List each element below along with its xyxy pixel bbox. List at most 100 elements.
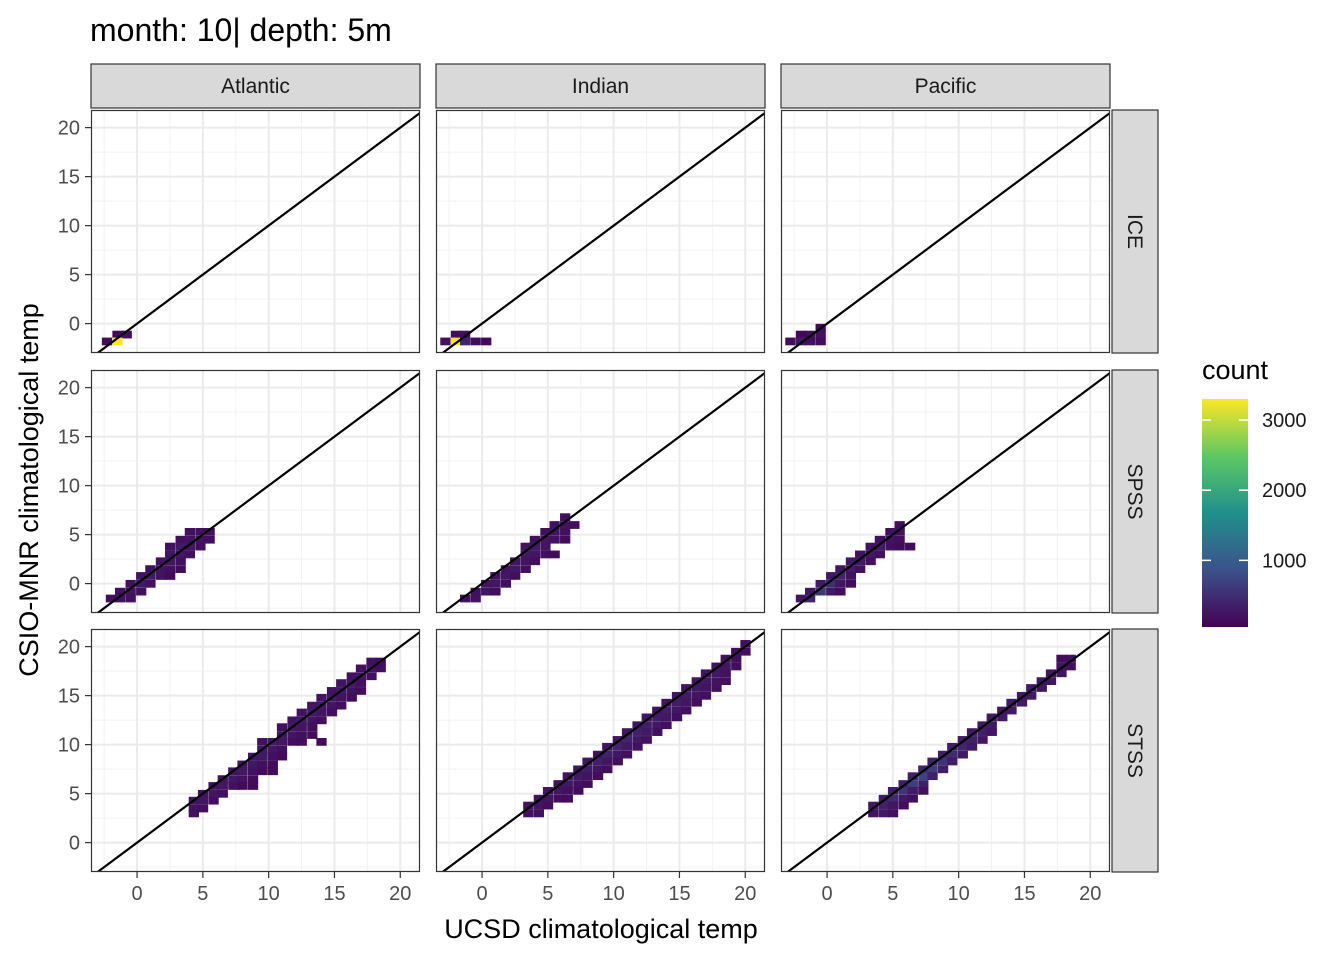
heatmap-tile xyxy=(247,760,259,769)
heatmap-tile xyxy=(267,745,278,754)
heatmap-tile xyxy=(336,679,347,687)
heatmap-tile xyxy=(887,809,899,818)
heatmap-tile xyxy=(977,728,988,736)
heatmap-tile xyxy=(700,691,712,700)
heatmap-tile xyxy=(700,684,712,692)
y-tick-label: 0 xyxy=(69,833,80,855)
y-tick-label: 10 xyxy=(58,735,80,757)
heatmap-tile xyxy=(1016,691,1028,700)
heatmap-tile xyxy=(105,594,117,603)
heatmap-tile xyxy=(898,801,909,810)
heatmap-tile xyxy=(720,654,731,663)
panel-border xyxy=(780,369,1111,614)
heatmap-tile xyxy=(267,760,278,769)
heatmap-tile xyxy=(641,736,652,744)
heatmap-tile xyxy=(247,782,259,790)
heatmap-tile xyxy=(184,550,196,559)
heatmap-tile xyxy=(632,742,643,751)
heatmap-tile xyxy=(887,786,899,795)
heatmap-tile xyxy=(125,587,136,596)
panel-pacific-ice xyxy=(780,109,1111,354)
heatmap-tile xyxy=(592,772,604,781)
y-tick-label: 10 xyxy=(58,476,80,498)
x-tick-label: 20 xyxy=(734,883,756,905)
heatmap-tile xyxy=(927,757,938,766)
heatmap-tile xyxy=(355,687,367,695)
heatmap-tile xyxy=(307,731,318,739)
heatmap-tile xyxy=(470,594,481,603)
heatmap-tile xyxy=(740,640,751,648)
y-tick-label: 20 xyxy=(58,118,80,140)
heatmap-tile xyxy=(711,662,722,671)
heatmap-tile xyxy=(592,765,604,774)
y-tick-label: 20 xyxy=(58,378,80,400)
heatmap-tile xyxy=(228,782,239,790)
heatmap-tile xyxy=(287,716,298,725)
y-tick-label: 20 xyxy=(58,637,80,659)
heatmap-tile xyxy=(826,579,837,588)
heatmap-tile xyxy=(490,579,501,588)
y-tick-label: 15 xyxy=(58,686,80,708)
y-tick-label: 5 xyxy=(69,525,80,547)
y-tick-label: 10 xyxy=(58,216,80,238)
legend-colorbar xyxy=(1202,399,1248,627)
facet-strip-pacific xyxy=(780,63,1111,109)
x-tick-label: 5 xyxy=(887,883,898,905)
heatmap-tile xyxy=(602,750,613,759)
heatmap-tile xyxy=(1045,677,1057,686)
heatmap-tile xyxy=(307,701,318,710)
heatmap-tile xyxy=(815,330,826,339)
heatmap-tile xyxy=(510,565,521,573)
identity-line xyxy=(95,371,420,613)
heatmap-tile xyxy=(188,809,199,818)
heatmap-tile xyxy=(612,750,623,759)
heatmap-tile xyxy=(542,801,554,810)
heatmap-tile xyxy=(217,782,228,790)
heatmap-tile xyxy=(907,794,918,803)
heatmap-tile xyxy=(529,557,541,566)
heatmap-tile xyxy=(136,572,147,580)
heatmap-tile xyxy=(937,757,949,766)
panel-border xyxy=(90,369,421,614)
heatmap-tile xyxy=(533,809,544,818)
heatmap-tile xyxy=(326,708,338,717)
heatmap-tile xyxy=(237,767,248,776)
heatmap-tile xyxy=(316,716,327,725)
heatmap-tile xyxy=(553,794,564,803)
x-tick-label: 15 xyxy=(1013,883,1035,905)
heatmap-tile xyxy=(165,557,176,566)
heatmap-tile xyxy=(652,721,663,730)
heatmap-tile xyxy=(520,542,531,551)
heatmap-tile xyxy=(336,693,347,702)
heatmap-tile xyxy=(562,780,573,788)
facet-strips: Atlantic Indian Pacific ICE SPSS STSS xyxy=(90,63,1159,873)
heatmap-tile xyxy=(865,550,876,559)
heatmap-tile xyxy=(621,728,633,736)
heatmap-tile xyxy=(865,557,876,566)
heatmap-tile xyxy=(529,535,541,544)
heatmap-tile xyxy=(257,738,268,746)
y-tick-label: 0 xyxy=(69,574,80,596)
heatmap-tile xyxy=(346,693,357,702)
heatmap-tile xyxy=(510,572,521,580)
heatmap-tile xyxy=(115,594,126,603)
heatmap-tile xyxy=(671,698,683,707)
heatmap-tile xyxy=(115,587,126,596)
heatmap-tile xyxy=(681,684,692,692)
heatmap-tile xyxy=(947,757,958,766)
heatmap-tile xyxy=(957,742,968,751)
panel-atlantic-stss xyxy=(90,628,421,873)
panel-background xyxy=(91,110,420,353)
heatmap-tile xyxy=(276,723,288,732)
heatmap-tile xyxy=(887,801,899,810)
heatmap-tile xyxy=(276,738,288,746)
heatmap-tile xyxy=(560,521,571,529)
heatmap-tile xyxy=(592,757,604,766)
heatmap-tile xyxy=(481,587,492,596)
heatmap-tile xyxy=(560,513,571,522)
heatmap-tile xyxy=(795,337,807,346)
heatmap-tile xyxy=(346,687,357,695)
heatmap-tiles xyxy=(101,330,132,346)
heatmap-tile xyxy=(1006,698,1017,707)
